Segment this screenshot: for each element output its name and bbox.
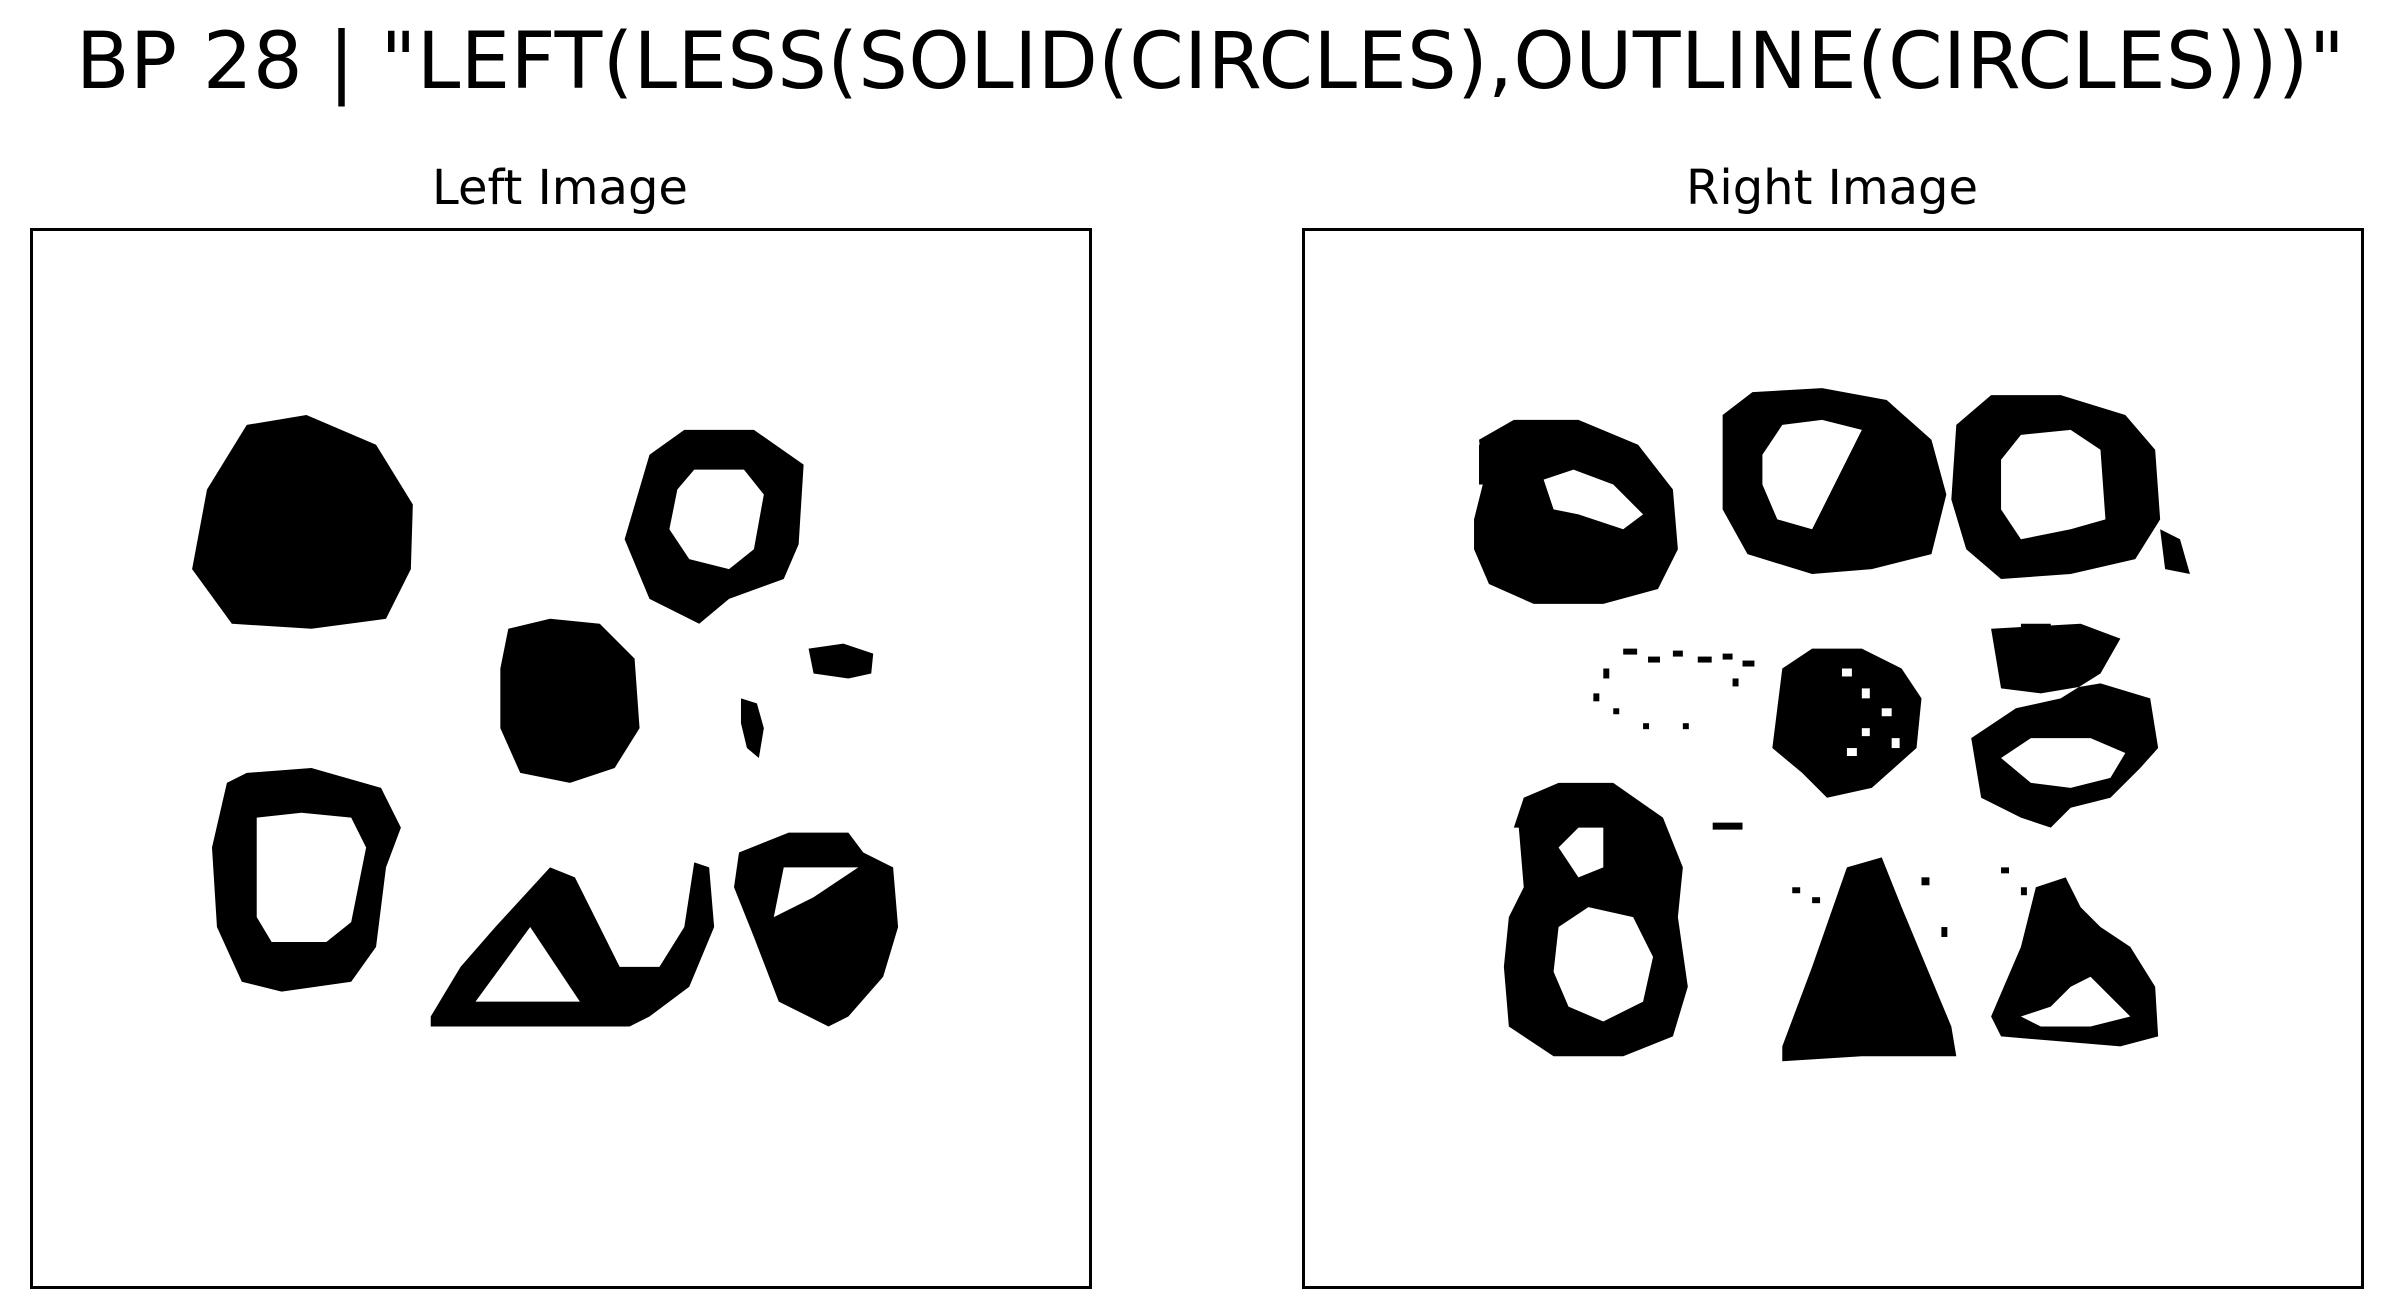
ring-tail [2160, 529, 2190, 575]
right-image-frame [1302, 228, 2364, 1289]
stroke-arc [1513, 787, 1549, 828]
outline-shape [1971, 623, 2159, 828]
noisy-blob [1772, 648, 1922, 798]
outline-drop [734, 832, 899, 1027]
dash [2020, 623, 2051, 631]
small-blob [740, 698, 764, 759]
small-blob [808, 643, 874, 679]
dotted-arc [1593, 648, 1755, 730]
partial-ring [1479, 439, 1504, 485]
solid-triangle [1782, 857, 1957, 1062]
outline-ring [1503, 782, 1688, 1057]
right-panel-title: Right Image [1686, 160, 1978, 216]
outline-ring [624, 429, 804, 624]
partial-ring [1722, 388, 1947, 575]
figure-title: BP 28 | "LEFT(LESS(SOLID(CIRCLES),OUTLIN… [76, 17, 2346, 107]
noise-specks [1792, 867, 2027, 937]
outline-triangle [430, 862, 715, 1027]
outline-ring [211, 767, 401, 992]
right-image-canvas [1474, 388, 2190, 1062]
partial-ring [1474, 419, 1678, 604]
left-panel-title: Left Image [432, 160, 688, 216]
left-image-canvas [192, 414, 899, 1027]
solid-blob [192, 414, 413, 629]
outline-shape [1991, 877, 2159, 1047]
solid-blob [500, 618, 640, 783]
outline-ring [1951, 395, 2161, 580]
noise-specks [1841, 668, 1900, 757]
dash [1712, 822, 1743, 830]
left-image-frame [30, 228, 1092, 1289]
